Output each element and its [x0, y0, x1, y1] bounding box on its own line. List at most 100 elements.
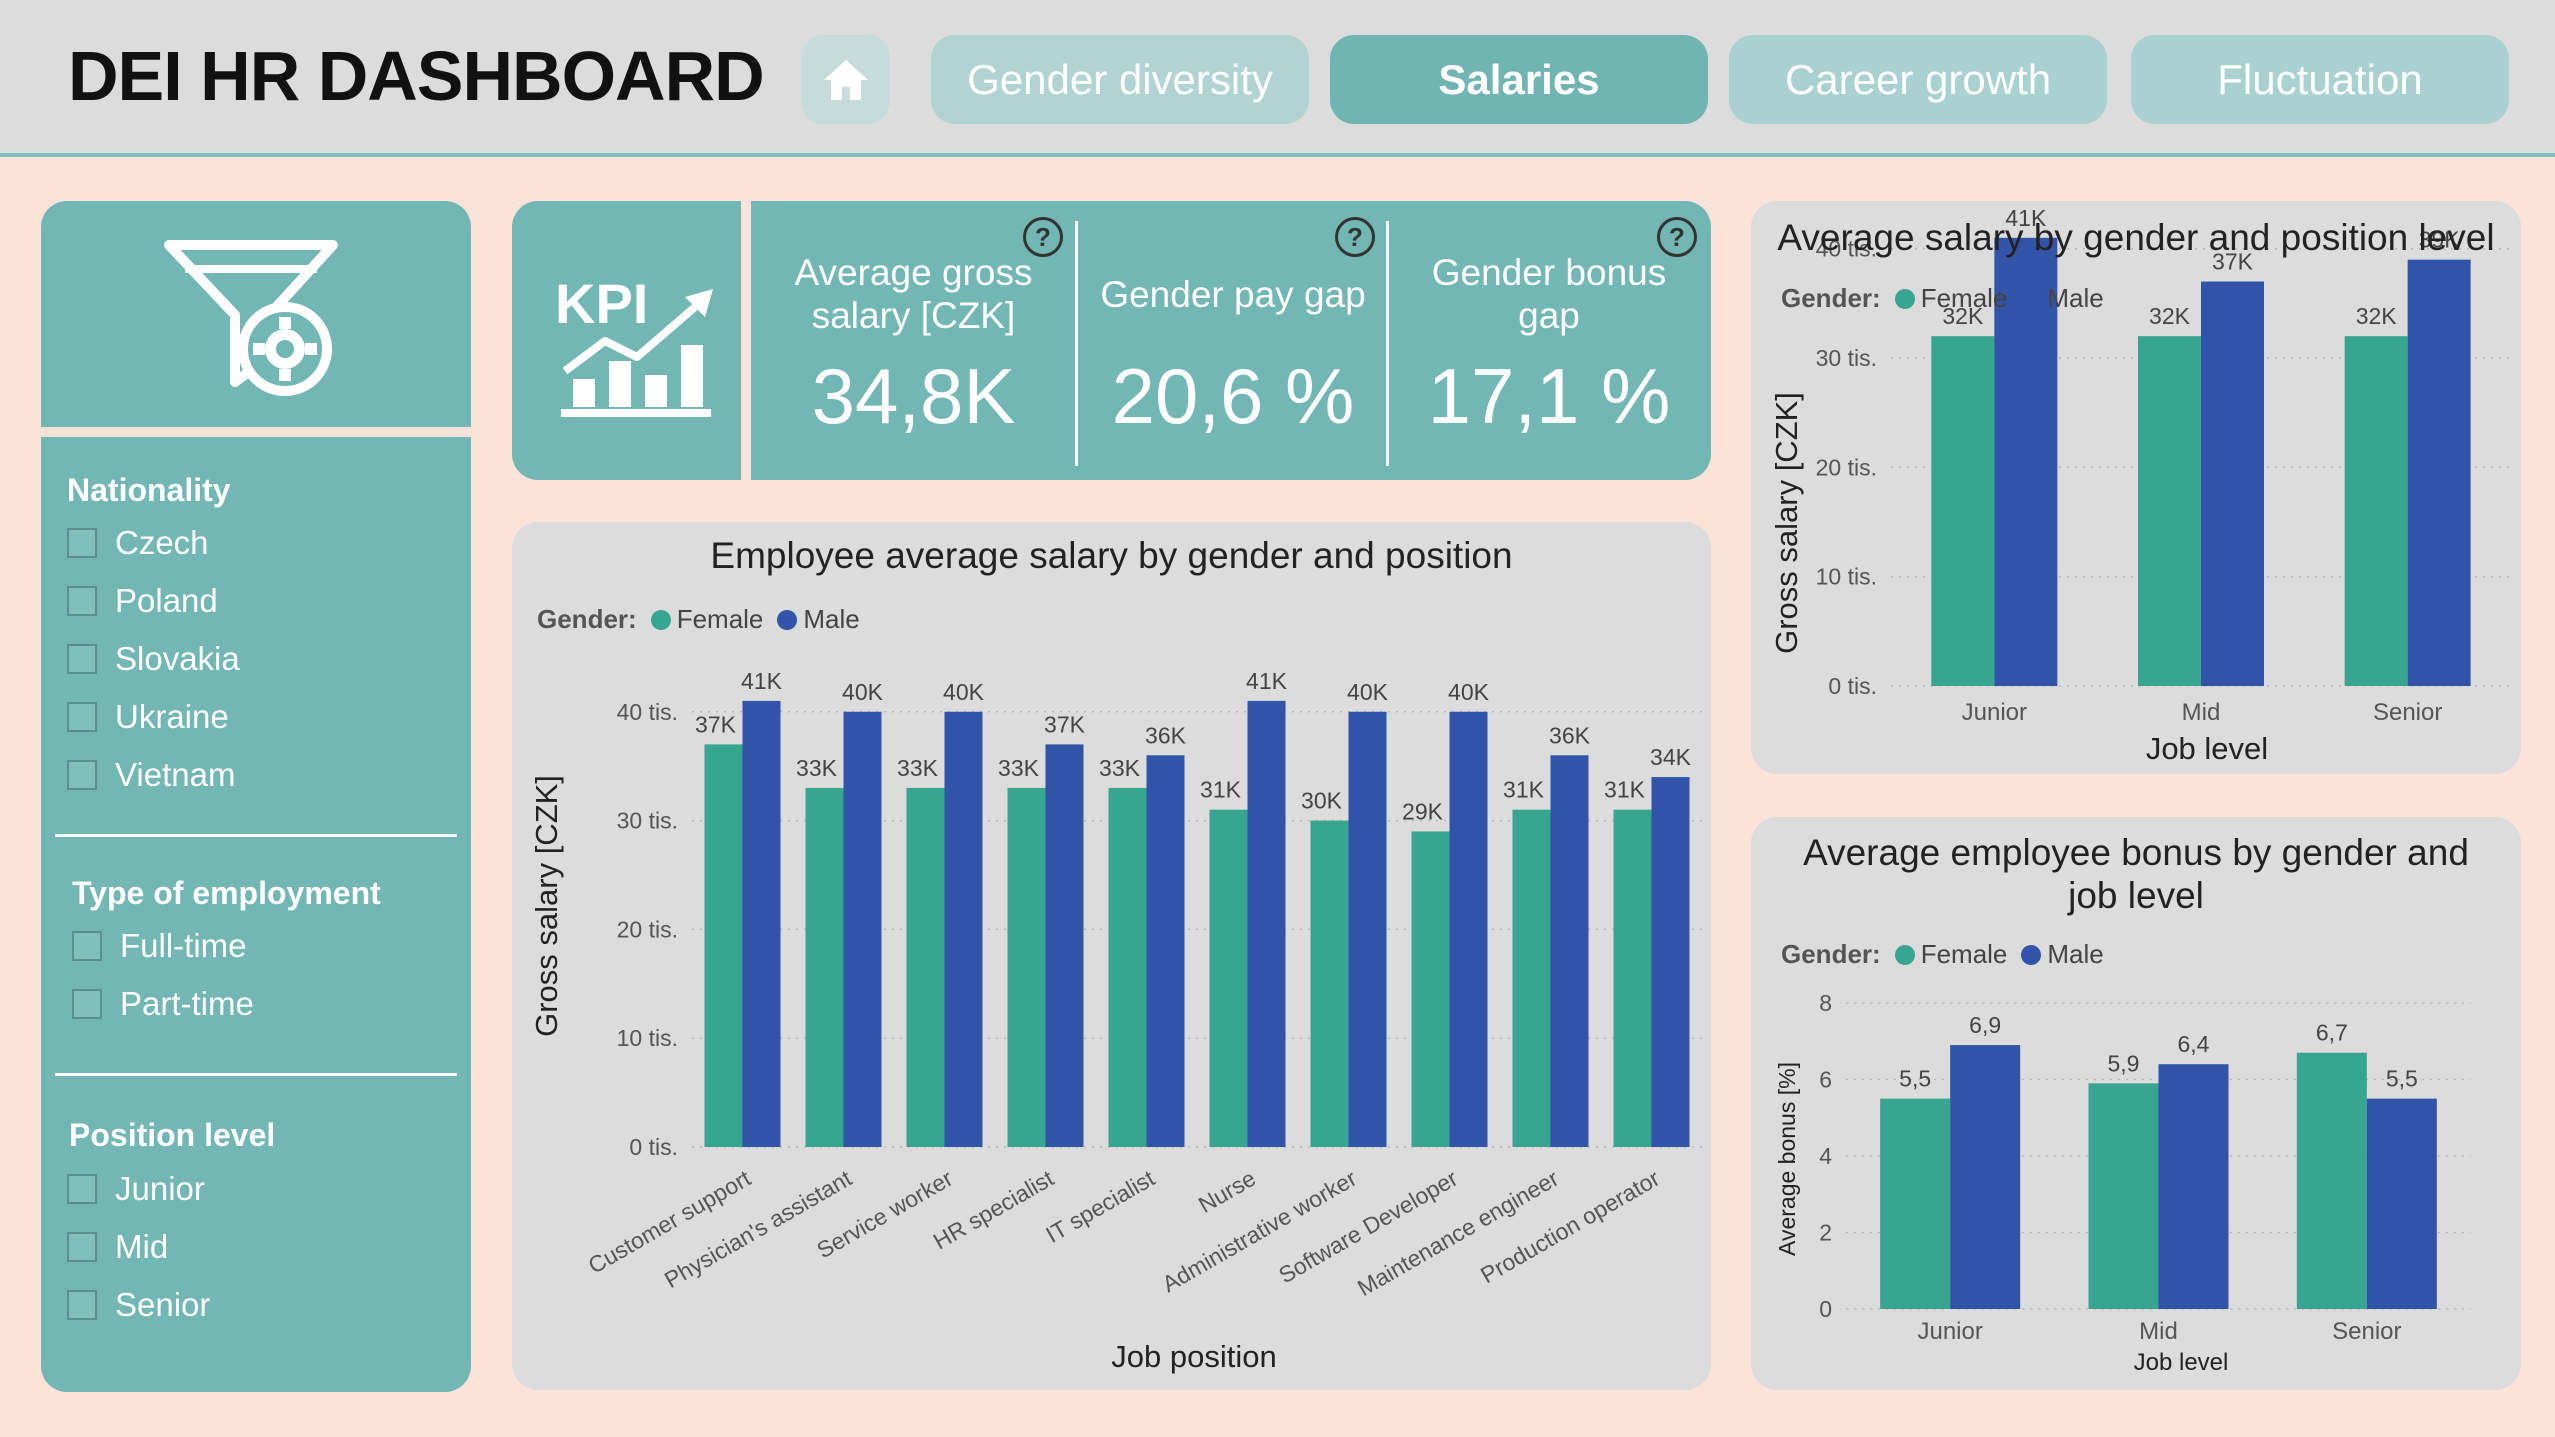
header-bar: DEI HR DASHBOARD Gender diversity Salari… [0, 0, 2555, 157]
data-label: 41K [1246, 668, 1288, 694]
bar-female [805, 787, 844, 1147]
y-tick-label: 30 tis. [617, 808, 678, 834]
legend-title: Gender: [537, 604, 637, 634]
tab-career-growth[interactable]: Career growth [1729, 35, 2107, 124]
y-tick-label: 2 [1819, 1220, 1832, 1246]
y-tick-label: 8 [1819, 990, 1832, 1016]
data-label: 33K [897, 755, 939, 781]
checkbox[interactable] [72, 931, 102, 961]
home-button[interactable] [801, 35, 890, 124]
kpi-divider [1386, 221, 1389, 466]
x-tick-label: Production operator [1476, 1165, 1664, 1289]
y-axis-title: Gross salary [CZK] [529, 775, 564, 1037]
checkbox[interactable] [67, 1290, 97, 1320]
bar-female [2344, 336, 2408, 686]
tab-salaries[interactable]: Salaries [1330, 35, 1708, 124]
filter-option-junior[interactable]: Junior [67, 1170, 205, 1208]
kpi-value: 34,8K [811, 352, 1016, 440]
checkbox[interactable] [67, 586, 97, 616]
kpi-panel: Average gross salary [CZK] 34,8K ? Gende… [751, 201, 1711, 480]
chart-legend: Gender: Female Male [1781, 939, 2118, 970]
data-label: 33K [796, 755, 838, 781]
y-tick-label: 6 [1819, 1067, 1832, 1093]
x-tick-label: Customer support [584, 1165, 756, 1279]
data-label: 32K [2356, 303, 2398, 329]
y-tick-label: 40 tis. [1816, 236, 1877, 262]
data-label: 39K [2419, 227, 2461, 253]
filter-option-full-time[interactable]: Full-time [72, 927, 247, 965]
checkbox[interactable] [67, 760, 97, 790]
chart-title: Average employee bonus by gender and job… [1803, 832, 2469, 916]
y-tick-label: 10 tis. [1816, 564, 1877, 590]
x-tick-label: Physician's assistant [660, 1165, 857, 1294]
data-label: 37K [1044, 711, 1086, 737]
y-tick-label: 10 tis. [617, 1025, 678, 1051]
bar-male [1994, 237, 2058, 686]
filter-option-poland[interactable]: Poland [67, 582, 218, 620]
bar-male [2201, 281, 2264, 686]
filter-title-nationality: Nationality [67, 472, 231, 508]
chart-legend: Gender: Female Male [537, 604, 874, 635]
x-tick-label: Mid [2139, 1318, 2178, 1345]
x-tick-label: IT specialist [1041, 1165, 1159, 1248]
checkbox[interactable] [67, 644, 97, 674]
filter-option-vietnam[interactable]: Vietnam [67, 756, 235, 794]
bar-male [1146, 755, 1185, 1147]
filter-panel: Nationality Czech Poland Slovakia Ukrain… [41, 437, 471, 1392]
bar-male [944, 711, 983, 1147]
legend-item-female[interactable]: Female [1894, 283, 2007, 314]
filter-divider [55, 834, 457, 837]
legend-item-male[interactable]: Male [777, 604, 860, 635]
checkbox[interactable] [67, 1174, 97, 1204]
bar-male [1247, 700, 1286, 1147]
app-title: DEI HR DASHBOARD [68, 37, 765, 115]
chart-card-level: Average salary by gender and position le… [1751, 201, 2521, 774]
legend-item-female[interactable]: Female [1894, 939, 2007, 970]
data-label: 41K [741, 668, 783, 694]
kpi-logo-box: KPI [512, 201, 741, 480]
checkbox[interactable] [72, 989, 102, 1019]
checkbox[interactable] [67, 702, 97, 732]
help-icon[interactable]: ? [1335, 217, 1375, 257]
kpi-value: 20,6 % [1111, 352, 1355, 440]
legend-title: Gender: [1781, 283, 1881, 313]
chart-title: Employee average salary by gender and po… [710, 535, 1513, 576]
y-tick-label: 0 tis. [629, 1134, 678, 1160]
checkbox[interactable] [67, 1232, 97, 1262]
checkbox[interactable] [67, 528, 97, 558]
bar-male [1449, 711, 1488, 1147]
kpi-gender-bonus-gap: Gender bonus gap 17,1 % [1389, 201, 1709, 480]
bar-male [1550, 755, 1589, 1147]
data-label: 5,5 [2386, 1066, 2418, 1092]
filter-option-slovakia[interactable]: Slovakia [67, 640, 240, 678]
tab-gender-diversity[interactable]: Gender diversity [931, 35, 1309, 124]
legend-item-male[interactable]: Male [2021, 939, 2104, 970]
kpi-label: Average gross salary [CZK] [794, 252, 1033, 336]
data-label: 5,5 [1899, 1066, 1931, 1092]
help-icon[interactable]: ? [1023, 217, 1063, 257]
filter-option-senior[interactable]: Senior [67, 1286, 210, 1324]
y-tick-label: 0 [1819, 1296, 1832, 1322]
data-label: 37K [2212, 249, 2254, 275]
filter-settings-icon [164, 240, 338, 396]
help-icon[interactable]: ? [1657, 217, 1697, 257]
chart-card-bonus: Average employee bonus by gender and job… [1751, 817, 2521, 1390]
filter-option-part-time[interactable]: Part-time [72, 985, 254, 1023]
data-label: 40K [1448, 679, 1490, 705]
legend-swatch [2021, 944, 2042, 965]
bar-female [704, 744, 743, 1147]
filter-option-ukraine[interactable]: Ukraine [67, 698, 229, 736]
filter-option-mid[interactable]: Mid [67, 1228, 168, 1266]
tab-fluctuation[interactable]: Fluctuation [2131, 35, 2509, 124]
bar-female [1931, 336, 1995, 686]
data-label: 5,9 [2108, 1050, 2140, 1076]
chart-legend: Gender: Female Male [1781, 283, 2118, 314]
bar-chart-position: 0 tis.10 tis.20 tis.30 tis.40 tis. 37K41K… [529, 668, 1702, 1374]
kpi-value: 17,1 % [1427, 352, 1671, 440]
legend-item-male[interactable]: Male [2021, 283, 2104, 314]
x-tick-label: Junior [1962, 699, 2027, 726]
legend-item-female[interactable]: Female [650, 604, 763, 635]
filter-option-czech[interactable]: Czech [67, 524, 209, 562]
bar-male [1651, 777, 1690, 1147]
kpi-chart-icon: KPI [555, 272, 713, 417]
